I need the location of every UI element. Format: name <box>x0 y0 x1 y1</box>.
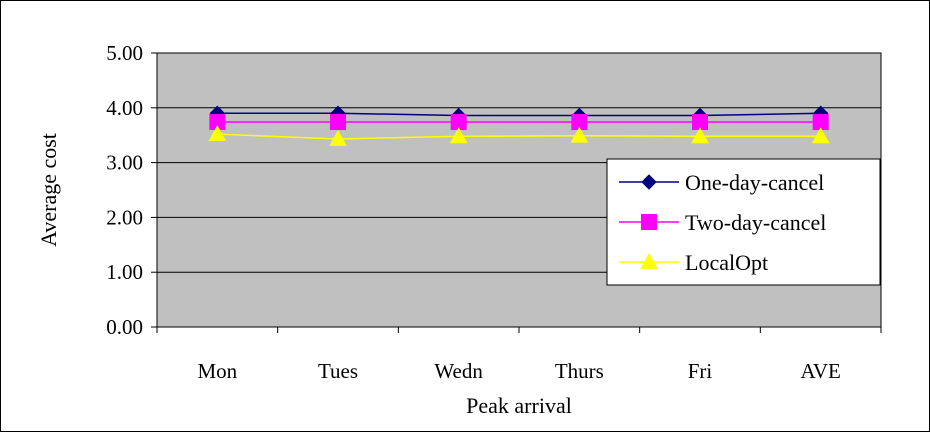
x-tick-label: Mon <box>197 359 237 383</box>
x-tick-label: Thurs <box>555 359 604 383</box>
data-point-triangle <box>329 130 347 146</box>
y-tick-label: 2.00 <box>106 205 143 229</box>
x-tick-label: Fri <box>688 359 713 383</box>
legend-item: Two-day-cancel <box>619 210 826 235</box>
legend-label: Two-day-cancel <box>685 210 826 235</box>
series <box>208 105 830 146</box>
x-tick-label: AVE <box>800 359 840 383</box>
legend-swatch-marker <box>640 252 658 269</box>
y-tick-label: 4.00 <box>106 96 143 120</box>
y-tick-label: 5.00 <box>106 41 143 65</box>
x-axis-title: Peak arrival <box>466 393 572 418</box>
data-point-square <box>330 114 346 131</box>
legend-label: LocalOpt <box>685 250 768 275</box>
legend-swatch-marker <box>641 214 657 230</box>
legend-item: LocalOpt <box>619 250 768 275</box>
x-tick-label: Tues <box>318 359 358 383</box>
legend: One-day-cancel Two-day-cancel LocalOpt <box>606 158 881 286</box>
data-point-triangle <box>691 127 709 144</box>
legend-label: One-day-cancel <box>685 170 824 195</box>
series-localopt <box>208 125 830 146</box>
y-tick-label: 1.00 <box>106 260 143 284</box>
data-point-triangle <box>449 127 468 144</box>
y-axis-title: Average cost <box>36 133 61 247</box>
y-tick-label: 0.00 <box>106 315 143 339</box>
legend-swatch-marker <box>641 174 657 190</box>
data-point-triangle <box>208 125 227 142</box>
x-tick-labels: Mon Tues Wedn Thurs Fri AVE <box>197 359 840 383</box>
series-two-day-cancel <box>209 114 829 131</box>
x-tick-label: Wedn <box>434 359 483 383</box>
series-line <box>217 133 821 140</box>
y-tick-labels: 0.00 1.00 2.00 3.00 4.00 5.00 <box>106 41 143 339</box>
data-point-triangle <box>811 127 830 144</box>
axes <box>151 52 882 333</box>
data-point-triangle <box>570 126 589 143</box>
legend-item: One-day-cancel <box>619 170 824 195</box>
y-tick-label: 3.00 <box>106 151 143 175</box>
series-line <box>217 112 821 117</box>
